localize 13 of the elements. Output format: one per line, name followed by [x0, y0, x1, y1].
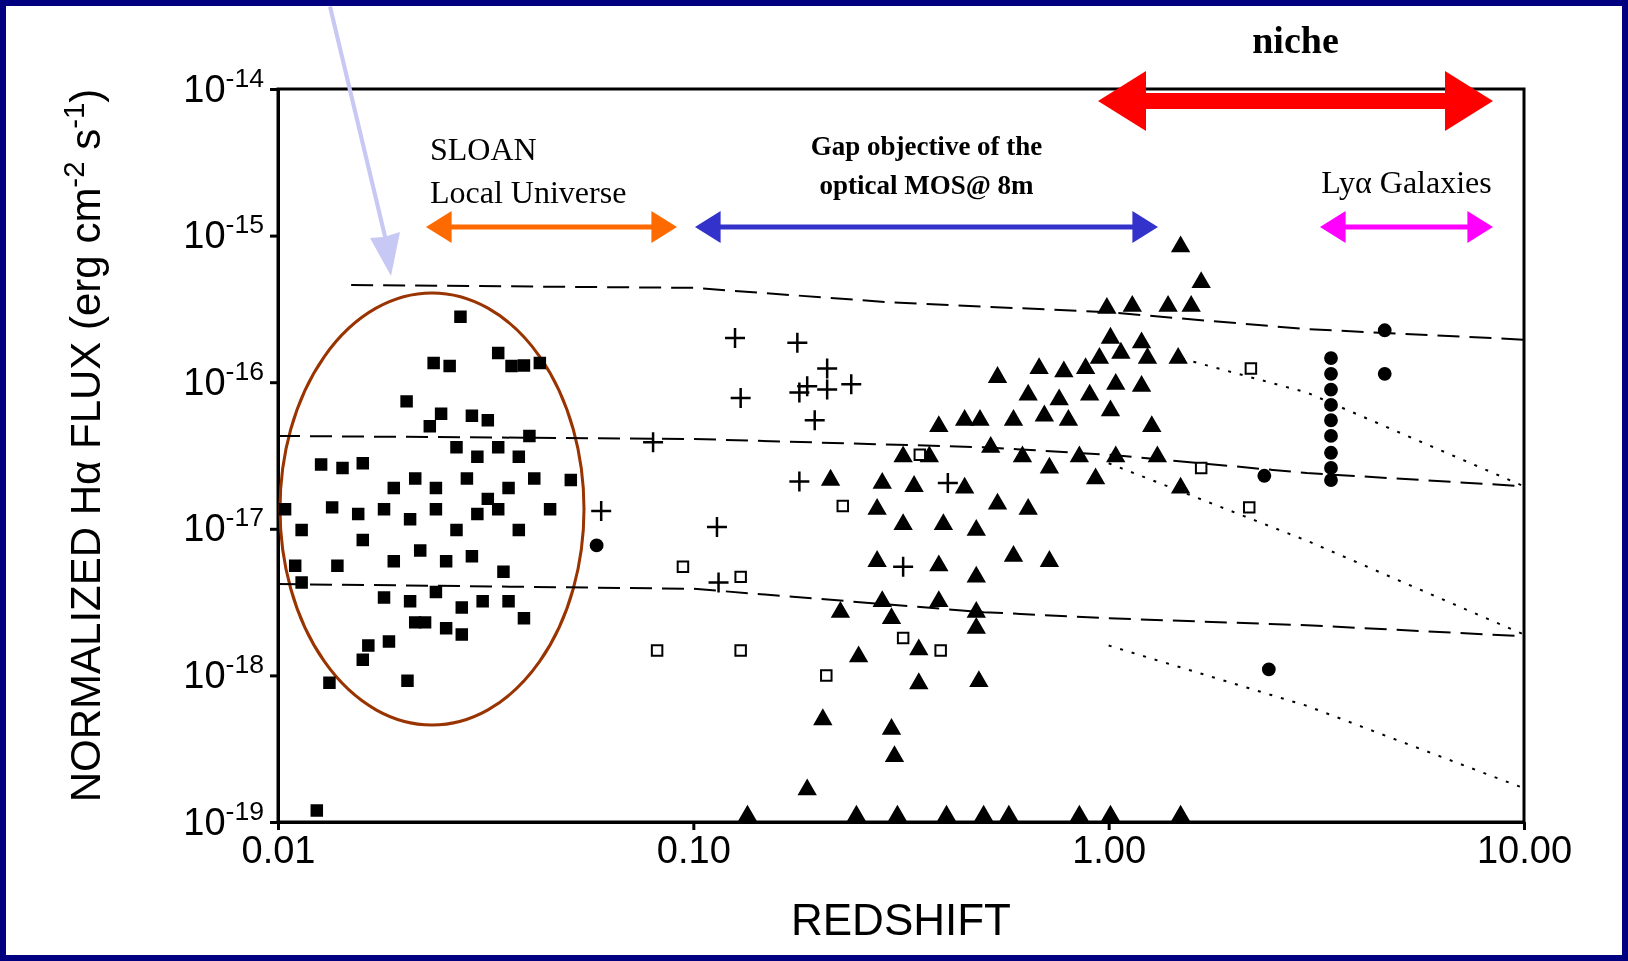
x-axis-title: REDSHIFT	[791, 895, 1011, 944]
annotation: Gap objective of the optical MOS@ 8m	[810, 131, 1043, 200]
y-tick-label: 10$^{-15}$	[183, 209, 264, 257]
x-tick-label: 10.00	[1476, 828, 1573, 871]
y-tick-label: 10$^{-14}$	[183, 62, 265, 110]
x-tick-label: 1.00	[1072, 828, 1147, 871]
annotation: Lyα Galaxies	[1321, 164, 1492, 200]
y-tick-label: 10$^{-18}$	[183, 649, 264, 697]
annotation: SLOAN Local Universe	[430, 131, 627, 210]
x-tick-label: 0.10	[656, 828, 731, 871]
y-tick-label: 10$^{-16}$	[183, 355, 264, 403]
y-tick-label: 10$^{-17}$	[183, 502, 264, 550]
text: niche	[1252, 19, 1339, 61]
